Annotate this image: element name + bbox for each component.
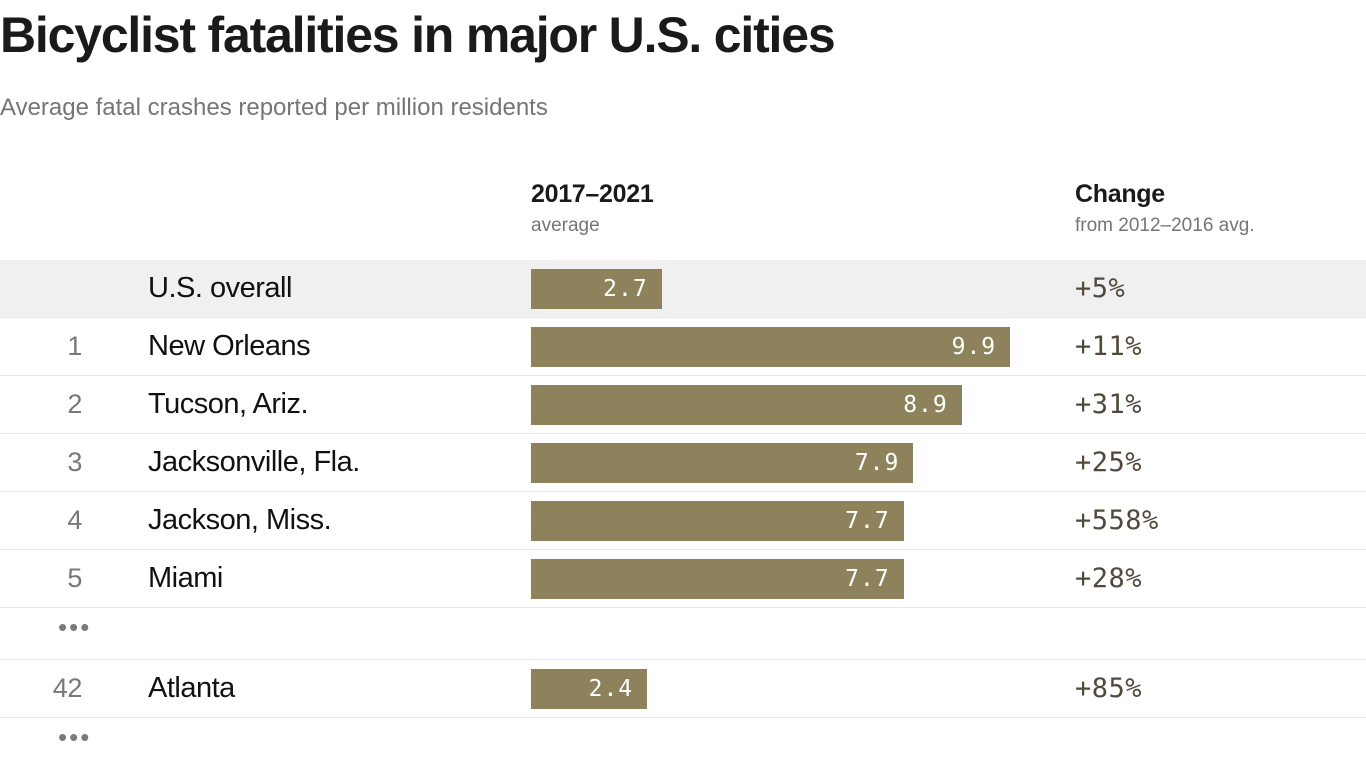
table-row: 3 Jacksonville, Fla. 7.9 +25% bbox=[0, 434, 1366, 492]
row-change-value: +5% bbox=[1075, 273, 1126, 304]
page-title: Bicyclist fatalities in major U.S. citie… bbox=[0, 7, 836, 63]
data-table: U.S. overall 2.7 +5% 1 New Orleans 9.9 +11% 2 Tu… bbox=[0, 260, 1366, 768]
column-header-change: Change from 2012–2016 avg. bbox=[1075, 178, 1255, 239]
table-row-ellipsis: ••• bbox=[0, 608, 1366, 660]
row-bar-container: 9.9 bbox=[531, 318, 1011, 375]
table-row: 1 New Orleans 9.9 +11% bbox=[0, 318, 1366, 376]
row-city-label: U.S. overall bbox=[148, 272, 292, 304]
row-bar: 9.9 bbox=[531, 326, 1011, 367]
row-bar-value: 7.7 bbox=[845, 565, 890, 592]
row-bar: 8.9 bbox=[531, 384, 962, 425]
ellipsis-icon: ••• bbox=[58, 721, 92, 752]
row-bar: 7.9 bbox=[531, 442, 914, 483]
row-bar-container: 7.7 bbox=[531, 492, 904, 549]
row-bar: 7.7 bbox=[531, 558, 904, 599]
row-city-label: Atlanta bbox=[148, 672, 235, 704]
row-bar-value: 2.7 bbox=[603, 275, 648, 302]
row-change-value: +558% bbox=[1075, 505, 1159, 536]
row-rank: 1 bbox=[67, 331, 82, 361]
column-header-change-sub: from 2012–2016 avg. bbox=[1075, 215, 1255, 236]
table-row-ellipsis: ••• bbox=[0, 718, 1366, 768]
table-row: 5 Miami 7.7 +28% bbox=[0, 550, 1366, 608]
row-change-value: +28% bbox=[1075, 563, 1143, 594]
row-rank: 5 bbox=[67, 563, 82, 593]
row-city-label: Tucson, Ariz. bbox=[148, 388, 309, 420]
row-rank: 42 bbox=[52, 673, 83, 703]
row-bar-value: 2.4 bbox=[588, 675, 634, 702]
column-header-value: 2017–2021 average bbox=[531, 178, 654, 239]
ellipsis-icon: ••• bbox=[58, 611, 92, 642]
column-header-value-main: 2017–2021 bbox=[531, 180, 654, 208]
table-row: 42 Atlanta 2.4 +85% bbox=[0, 660, 1366, 718]
column-header-value-sub: average bbox=[531, 215, 600, 236]
row-bar-value: 9.9 bbox=[951, 333, 997, 360]
row-city-label: Miami bbox=[148, 562, 223, 594]
column-headers: 2017–2021 average Change from 2012–2016 … bbox=[0, 178, 1366, 260]
row-city-label: New Orleans bbox=[148, 330, 311, 362]
row-bar-container: 7.7 bbox=[531, 550, 904, 607]
row-bar: 7.7 bbox=[531, 500, 904, 541]
row-rank bbox=[0, 260, 82, 317]
row-bar-value: 7.9 bbox=[854, 449, 900, 476]
row-bar-container: 8.9 bbox=[531, 376, 962, 433]
row-change-value: +25% bbox=[1075, 447, 1143, 478]
row-bar-container: 2.4 bbox=[531, 660, 648, 717]
row-rank: 2 bbox=[67, 389, 82, 419]
row-change-value: +31% bbox=[1075, 389, 1143, 420]
table-row: 2 Tucson, Ariz. 8.9 +31% bbox=[0, 376, 1366, 434]
column-header-change-main: Change bbox=[1075, 180, 1165, 208]
row-change-value: +11% bbox=[1075, 331, 1143, 362]
row-city-label: Jacksonville, Fla. bbox=[148, 446, 360, 478]
row-rank: 4 bbox=[67, 505, 82, 535]
row-bar-value: 8.9 bbox=[903, 391, 948, 418]
row-bar: 2.4 bbox=[531, 668, 648, 709]
page-subtitle: Average fatal crashes reported per milli… bbox=[0, 94, 548, 121]
row-bar: 2.7 bbox=[531, 268, 662, 309]
row-bar-container: 7.9 bbox=[531, 434, 914, 491]
table-row: U.S. overall 2.7 +5% bbox=[0, 260, 1366, 318]
row-bar-value: 7.7 bbox=[845, 507, 890, 534]
row-rank: 3 bbox=[67, 447, 82, 477]
row-bar-container: 2.7 bbox=[531, 260, 662, 317]
row-city-label: Jackson, Miss. bbox=[148, 504, 332, 536]
row-change-value: +85% bbox=[1075, 673, 1143, 704]
table-row: 4 Jackson, Miss. 7.7 +558% bbox=[0, 492, 1366, 550]
